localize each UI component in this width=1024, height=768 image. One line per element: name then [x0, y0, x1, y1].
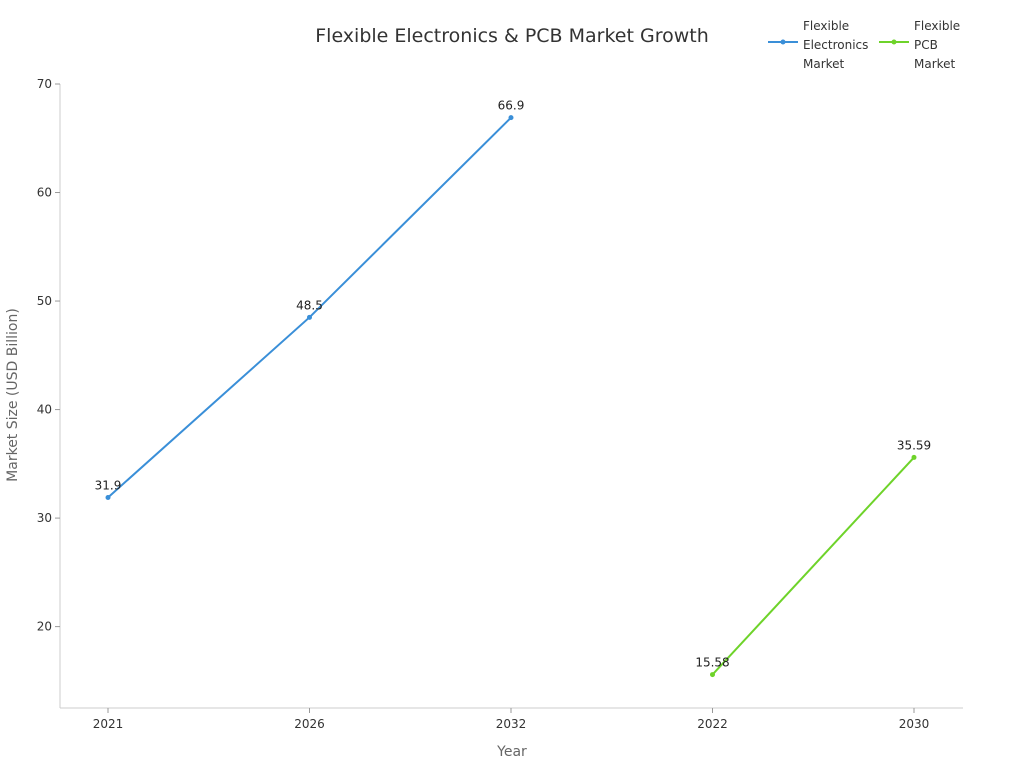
- x-tick-label: 2021: [93, 717, 124, 731]
- legend-swatch-marker: [891, 39, 897, 45]
- chart-title: Flexible Electronics & PCB Market Growth: [315, 25, 709, 47]
- legend: Flexible Electronics Market Flexible PCB Mark…: [768, 19, 960, 71]
- y-axis-title: Market Size (USD Billion): [5, 308, 21, 482]
- y-tick-label: 70: [37, 77, 52, 91]
- y-tick-label: 30: [37, 511, 52, 525]
- data-point[interactable]: [710, 672, 715, 678]
- y-tick-label: 50: [37, 294, 52, 308]
- series-2: 15.58 35.59: [695, 438, 931, 678]
- legend-label: Market: [803, 57, 845, 71]
- legend-item-1[interactable]: Flexible Electronics Market: [768, 19, 868, 71]
- data-point[interactable]: [911, 454, 917, 460]
- data-point[interactable]: [307, 314, 312, 320]
- legend-label: Electronics: [803, 38, 868, 52]
- data-label: 66.9: [498, 99, 525, 113]
- data-point[interactable]: [105, 494, 111, 500]
- y-tick-label: 20: [37, 620, 52, 634]
- x-tick-label: 2030: [899, 717, 930, 731]
- legend-label: PCB: [914, 38, 938, 52]
- x-tick-label: 2026: [294, 717, 325, 731]
- y-tick-label: 40: [37, 403, 52, 417]
- data-label: 31.9: [95, 478, 122, 492]
- series-layer: 31.9 48.5 66.9 15.58 35.59: [95, 99, 931, 678]
- data-label: 35.59: [897, 438, 931, 452]
- x-axis-title: Year: [496, 744, 527, 760]
- series-1: 31.9 48.5 66.9: [95, 99, 525, 500]
- legend-label: Flexible: [914, 19, 960, 33]
- data-label: 15.58: [695, 656, 729, 670]
- legend-item-2[interactable]: Flexible PCB Market: [879, 19, 960, 71]
- legend-swatch-marker: [780, 39, 786, 45]
- series-line: [711, 456, 915, 676]
- legend-label: Market: [914, 57, 956, 71]
- y-tick-label: 60: [37, 186, 52, 200]
- x-tick-label: 2022: [697, 717, 728, 731]
- data-point[interactable]: [508, 115, 514, 121]
- x-tick-label: 2032: [496, 717, 527, 731]
- legend-label: Flexible: [803, 19, 849, 33]
- data-label: 48.5: [296, 298, 323, 312]
